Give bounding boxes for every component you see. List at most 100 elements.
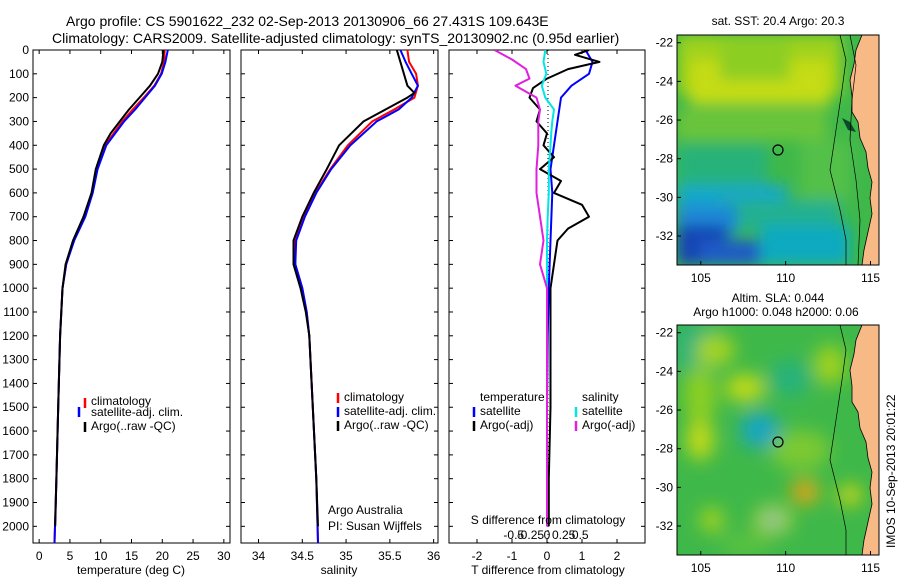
depth-tick-label: 1000: [2, 281, 29, 295]
x-tick-label: 0: [544, 549, 551, 563]
depth-tick-label: 200: [9, 91, 29, 105]
lat-tick-label: -28: [656, 152, 674, 166]
x-tick-label: 36: [427, 549, 441, 563]
s-diff-tick-label: 0.25: [552, 528, 576, 542]
legend-satellite-adj: satellite-adj. clim.: [91, 405, 183, 419]
difference-panel: -2 -1 0 1 2 -0.5-0.25 0 0.250.5 S difference f…: [448, 49, 646, 577]
depth-tick-label: 1300: [2, 353, 29, 367]
lon-tick-label: 115: [861, 271, 880, 285]
x-tick-label: 30: [217, 549, 231, 563]
x-tick-label: 15: [125, 549, 139, 563]
series-line-magenta: [494, 50, 548, 527]
figure-title-line1: Argo profile: CS 5901622_232 02-Sep-2013…: [66, 13, 549, 29]
depth-tick-label: 600: [9, 186, 29, 200]
depth-tick-label: 300: [9, 114, 29, 128]
legend-s-satellite: satellite: [582, 404, 623, 418]
lat-tick-label: -24: [656, 74, 674, 88]
series-line-black: [528, 50, 601, 527]
depth-tick-label: 1200: [2, 329, 29, 343]
sla-map-subtitle: Argo h1000: 0.048 h2000: 0.06: [693, 305, 859, 319]
salinity-legend: climatology satellite-adj. clim. Argo(..…: [336, 390, 436, 432]
credit-line2: PI: Susan Wijffels: [328, 519, 422, 533]
x-tick-label: -2: [472, 549, 483, 563]
depth-tick-label: 1900: [2, 496, 29, 510]
credit-line1: Argo Australia: [328, 503, 403, 517]
difference-legend: temperature satellite Argo(-adj) salinit…: [472, 390, 635, 432]
x-tick-label: 34.5: [291, 549, 315, 563]
depth-tick-label: 800: [9, 234, 29, 248]
imos-timestamp: IMOS 10-Sep-2013 20:01:22: [884, 394, 898, 548]
legend-temperature-title: temperature: [480, 390, 545, 404]
depth-tick-label: 500: [9, 162, 29, 176]
lat-tick-label: -22: [656, 36, 674, 50]
depth-tick-label: 1100: [3, 305, 29, 319]
lon-tick-label: 110: [776, 271, 795, 285]
x-tick-label: 0: [36, 549, 43, 563]
x-tick-label: 34: [252, 549, 266, 563]
temperature-panel: 0 5 10 15 20 25 30 0 100 200 300 400 500 600 700 800 90…: [2, 43, 231, 577]
sla-map-title: Altim. SLA: 0.044: [732, 291, 825, 305]
depth-tick-label: 100: [9, 67, 29, 81]
legend-climatology: climatology: [91, 394, 151, 408]
x-tick-label: 35.5: [378, 549, 402, 563]
depth-tick-label: 1500: [2, 400, 29, 414]
lon-tick-label: 105: [691, 271, 711, 285]
x-tick-label: 2: [614, 549, 621, 563]
argo-location-marker: [772, 436, 784, 448]
depth-tick-label: 1600: [2, 424, 29, 438]
legend-climatology: climatology: [344, 390, 404, 404]
lat-tick-label: -22: [656, 326, 674, 340]
sst-map-title: sat. SST: 20.4 Argo: 20.3: [712, 14, 845, 28]
lat-tick-label: -32: [656, 519, 674, 533]
legend-argo: Argo(..raw -QC): [91, 419, 176, 433]
series-line-black: [54, 50, 165, 527]
temperature-xlabel: temperature (deg C): [77, 563, 185, 577]
lat-tick-label: -32: [656, 229, 674, 243]
figure-title-line2: Climatology: CARS2009. Satellite-adjuste…: [52, 30, 620, 46]
sst-map: sat. SST: 20.4 Argo: 20.3: [656, 14, 881, 285]
lat-tick-label: -28: [656, 442, 674, 456]
s-diff-tick-label: 0: [544, 528, 551, 542]
lat-tick-label: -26: [656, 403, 674, 417]
x-tick-label: 5: [67, 549, 74, 563]
legend-t-satellite: satellite: [480, 404, 521, 418]
x-tick-label: 25: [186, 549, 200, 563]
legend-t-argo: Argo(-adj): [480, 418, 533, 432]
lon-tick-label: 115: [861, 561, 880, 575]
depth-tick-label: 2000: [2, 519, 29, 533]
depth-tick-label: 0: [22, 43, 29, 57]
t-diff-xlabel: T difference from climatology: [471, 563, 625, 577]
lat-tick-label: -30: [656, 480, 674, 494]
depth-tick-label: 1800: [2, 472, 29, 486]
temperature-legend: climatology satellite-adj. clim. Argo(..…: [77, 394, 183, 433]
s-diff-label: S difference from climatology: [471, 513, 626, 527]
lat-tick-label: -26: [656, 113, 674, 127]
x-tick-label: 35: [339, 549, 353, 563]
x-tick-label: 10: [94, 549, 108, 563]
s-diff-tick-label: 0.5: [572, 528, 589, 542]
argo-location-marker: [772, 144, 784, 156]
lat-tick-label: -30: [656, 190, 674, 204]
sla-map: Altim. SLA: 0.044 Argo h1000: 0.048 h200…: [656, 291, 881, 575]
depth-tick-label: 1400: [2, 376, 29, 390]
legend-salinity-title: salinity: [582, 390, 619, 404]
legend-argo: Argo(..raw -QC): [344, 418, 429, 432]
s-diff-tick-label: -0.5: [503, 528, 524, 542]
legend-satellite-adj: satellite-adj. clim.: [344, 404, 436, 418]
x-tick-label: 1: [579, 549, 586, 563]
lon-tick-label: 110: [776, 561, 795, 575]
lat-tick-label: -24: [656, 364, 674, 378]
depth-tick-label: 1700: [2, 448, 29, 462]
salinity-panel: 34 34.5 35 35.5 36 salinity climatology sate…: [240, 49, 441, 577]
lon-tick-label: 105: [691, 561, 711, 575]
x-tick-label: 20: [156, 549, 170, 563]
depth-tick-label: 700: [9, 210, 29, 224]
salinity-xlabel: salinity: [321, 563, 358, 577]
series-line-black: [292, 50, 416, 527]
x-tick-label: -1: [507, 549, 518, 563]
legend-s-argo: Argo(-adj): [582, 418, 635, 432]
depth-tick-label: 400: [9, 138, 29, 152]
depth-tick-label: 900: [9, 257, 29, 271]
s-diff-tick-label: -0.25: [517, 528, 545, 542]
